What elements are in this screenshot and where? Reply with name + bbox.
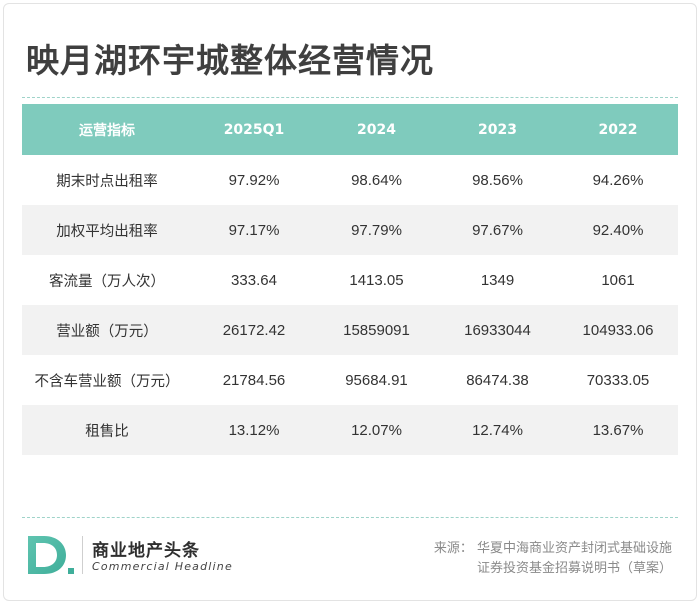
brand-name-cn: 商业地产头条: [92, 541, 200, 561]
cell-value: 16933044: [464, 321, 531, 339]
cell-value: 1349: [480, 271, 515, 289]
row-label: 客流量（万人次）: [49, 273, 165, 290]
table-row: 营业额（万元） 26172.42 15859091 16933044 10493…: [22, 305, 678, 355]
top-divider: [22, 97, 678, 98]
cell-value: 104933.06: [582, 321, 654, 339]
cell-value: 98.56%: [472, 171, 523, 189]
cell-value: 98.64%: [351, 171, 402, 189]
table-row: 加权平均出租率 97.17% 97.79% 97.67% 92.40%: [22, 205, 678, 255]
cell-value: 13.67%: [592, 421, 644, 439]
row-label: 期末时点出租率: [56, 173, 158, 190]
cell-value: 86474.38: [466, 371, 529, 389]
row-label: 不含车营业额（万元）: [34, 373, 180, 390]
table-row: 客流量（万人次） 333.64 1413.05 1349 1061: [22, 255, 678, 305]
header-2024: 2024: [357, 121, 396, 138]
cell-value: 333.64: [231, 271, 277, 289]
card-frame: [3, 3, 697, 601]
cell-value: 1413.05: [349, 271, 404, 289]
cell-value: 13.12%: [228, 421, 280, 439]
bottom-divider: [22, 517, 678, 518]
cell-value: 94.26%: [592, 171, 644, 189]
table-row: 不含车营业额（万元） 21784.56 95684.91 86474.38 70…: [22, 355, 678, 405]
cell-value: 97.92%: [228, 171, 280, 189]
header-2023: 2023: [478, 121, 517, 138]
cell-value: 97.67%: [472, 221, 523, 239]
header-2022: 2022: [598, 121, 638, 138]
header-indicator: 运营指标: [79, 122, 135, 139]
cell-value: 26172.42: [222, 321, 286, 339]
operations-table: 运营指标 2025Q1 2024 2023 2022 期末时点出租率 97.92…: [22, 104, 678, 455]
row-label: 营业额（万元）: [56, 323, 158, 340]
cell-value: 15859091: [343, 321, 410, 339]
cell-value: 21784.56: [222, 371, 286, 389]
source-line-1: 来源： 华夏中海商业资产封闭式基础设施: [433, 541, 672, 556]
table-row: 期末时点出租率 97.92% 98.64% 98.56% 94.26%: [22, 155, 678, 205]
row-label: 租售比: [85, 423, 129, 440]
table-row: 租售比 13.12% 12.07% 12.74% 13.67%: [22, 405, 678, 455]
table-header-row: 运营指标 2025Q1 2024 2023 2022: [22, 104, 678, 155]
source-line-2: 证券投资基金招募说明书（草案）: [476, 561, 672, 576]
logo-divider: [82, 536, 83, 574]
cell-value: 12.07%: [351, 421, 402, 439]
header-2025q1: 2025Q1: [223, 121, 285, 138]
page-title: 映月湖环宇城整体经营情况: [26, 41, 434, 80]
brand-name-en: Commercial Headline: [92, 560, 233, 573]
cell-value: 97.79%: [351, 221, 402, 239]
cell-value: 70333.05: [586, 371, 650, 389]
d-logo-icon: [28, 536, 74, 574]
cell-value: 97.17%: [228, 221, 280, 239]
source-note: 来源： 华夏中海商业资产封闭式基础设施 证券投资基金招募说明书（草案）: [372, 539, 672, 579]
cell-value: 92.40%: [592, 221, 644, 239]
row-label: 加权平均出租率: [56, 223, 158, 240]
cell-value: 1061: [601, 271, 635, 289]
cell-value: 95684.91: [345, 371, 408, 389]
cell-value: 12.74%: [472, 421, 523, 439]
